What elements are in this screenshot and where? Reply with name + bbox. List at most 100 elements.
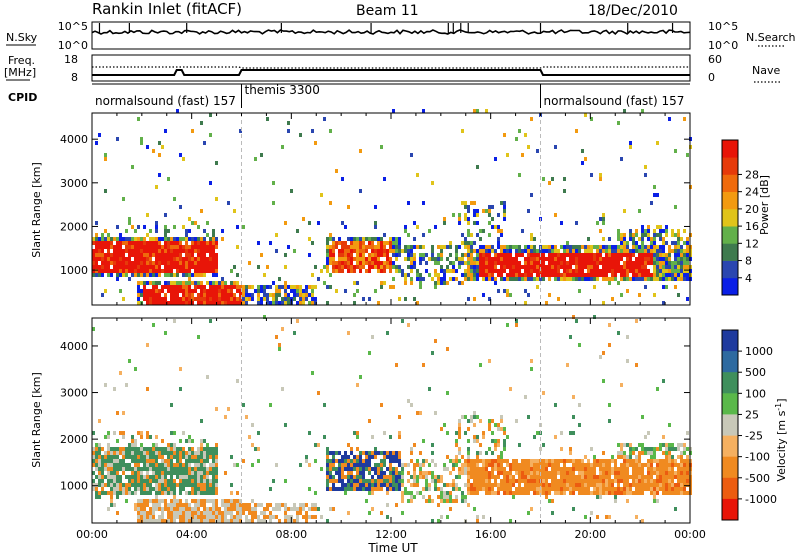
heatmap-cell: [416, 301, 419, 305]
heatmap-cell: [161, 479, 164, 483]
heatmap-cell: [206, 447, 209, 451]
heatmap-cell: [104, 475, 107, 479]
heatmap-cell: [101, 471, 104, 475]
heatmap-cell: [158, 455, 161, 459]
heatmap-cell: [260, 301, 263, 305]
heatmap-cell: [428, 387, 431, 391]
heatmap-cell: [296, 293, 299, 297]
heatmap-cell: [650, 245, 653, 249]
heatmap-cell: [365, 499, 368, 503]
heatmap-cell: [656, 463, 659, 467]
heatmap-cell: [338, 253, 341, 257]
heatmap-cell: [203, 511, 206, 515]
heatmap-cell: [341, 269, 344, 273]
heatmap-cell: [371, 245, 374, 249]
heatmap-cell: [617, 491, 620, 495]
heatmap-cell: [284, 297, 287, 301]
heatmap-cell: [353, 431, 356, 435]
heatmap-cell: [434, 261, 437, 265]
heatmap-cell: [197, 507, 200, 511]
heatmap-cell: [203, 491, 206, 495]
heatmap-cell: [641, 265, 644, 269]
heatmap-cell: [662, 229, 665, 233]
heatmap-cell: [515, 253, 518, 257]
heatmap-cell: [209, 113, 212, 117]
heatmap-cell: [527, 273, 530, 277]
heatmap-cell: [350, 265, 353, 269]
heatmap-cell: [569, 269, 572, 273]
heatmap-cell: [521, 491, 524, 495]
heatmap-cell: [131, 483, 134, 487]
heatmap-cell: [584, 113, 587, 117]
heatmap-cell: [611, 249, 614, 253]
heatmap-cell: [182, 245, 185, 249]
colorbar-tick-label: 28: [745, 168, 759, 181]
heatmap-cell: [551, 269, 554, 273]
heatmap-cell: [101, 265, 104, 269]
heatmap-cell: [125, 229, 128, 233]
heatmap-cell: [215, 463, 218, 467]
heatmap-cell: [209, 281, 212, 285]
heatmap-cell: [464, 495, 467, 499]
heatmap-cell: [149, 491, 152, 495]
heatmap-cell: [149, 447, 152, 451]
heatmap-cell: [419, 491, 422, 495]
heatmap-cell: [212, 479, 215, 483]
heatmap-cell: [572, 249, 575, 253]
heatmap-cell: [518, 491, 521, 495]
heatmap-cell: [575, 245, 578, 249]
heatmap-cell: [143, 253, 146, 257]
heatmap-cell: [170, 491, 173, 495]
heatmap-cell: [416, 245, 419, 249]
heatmap-cell: [614, 253, 617, 257]
heatmap-cell: [107, 257, 110, 261]
heatmap-cell: [155, 447, 158, 451]
heatmap-cell: [425, 459, 428, 463]
heatmap-cell: [194, 281, 197, 285]
heatmap-cell: [650, 257, 653, 261]
heatmap-cell: [98, 495, 101, 499]
heatmap-cell: [662, 249, 665, 253]
heatmap-cell: [359, 257, 362, 261]
heatmap-cell: [176, 249, 179, 253]
heatmap-cell: [389, 483, 392, 487]
heatmap-cell: [416, 173, 419, 177]
heatmap-cell: [644, 435, 647, 439]
heatmap-cell: [368, 511, 371, 515]
heatmap-cell: [371, 237, 374, 241]
heatmap-cell: [191, 273, 194, 277]
heatmap-cell: [479, 245, 482, 249]
heatmap-cell: [350, 253, 353, 257]
heatmap-cell: [680, 467, 683, 471]
heatmap-cell: [122, 411, 125, 415]
heatmap-cell: [116, 439, 119, 443]
heatmap-cell: [605, 273, 608, 277]
heatmap-cell: [593, 471, 596, 475]
heatmap-cell: [215, 245, 218, 249]
heatmap-cell: [98, 471, 101, 475]
heatmap-cell: [590, 269, 593, 273]
heatmap-cell: [548, 257, 551, 261]
heatmap-cell: [449, 245, 452, 249]
heatmap-cell: [542, 245, 545, 249]
heatmap-cell: [587, 487, 590, 491]
heatmap-cell: [191, 451, 194, 455]
heatmap-cell: [434, 483, 437, 487]
heatmap-cell: [566, 269, 569, 273]
heatmap-cell: [173, 257, 176, 261]
heatmap-cell: [515, 419, 518, 423]
heatmap-cell: [590, 265, 593, 269]
heatmap-cell: [122, 459, 125, 463]
heatmap-cell: [206, 269, 209, 273]
heatmap-cell: [464, 277, 467, 281]
heatmap-cell: [473, 109, 476, 113]
heatmap-cell: [530, 359, 533, 363]
heatmap-cell: [212, 297, 215, 301]
heatmap-cell: [110, 257, 113, 261]
heatmap-cell: [575, 277, 578, 281]
heatmap-cell: [326, 269, 329, 273]
heatmap-cell: [401, 479, 404, 483]
heatmap-cell: [404, 281, 407, 285]
heatmap-cell: [209, 297, 212, 301]
heatmap-cell: [311, 285, 314, 289]
